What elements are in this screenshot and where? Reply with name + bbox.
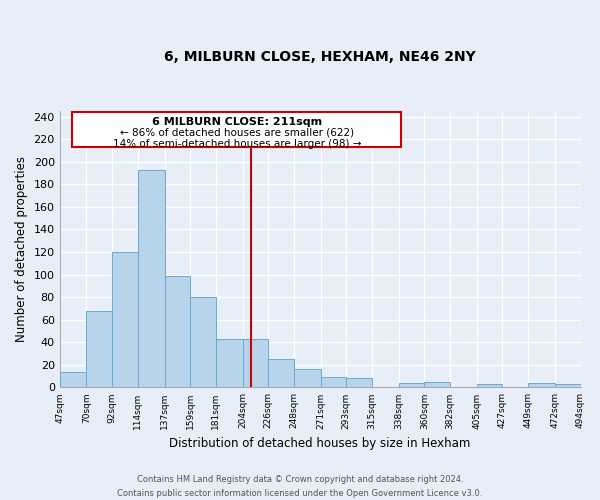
Bar (190, 297, 216, 388)
Y-axis label: Number of detached properties: Number of detached properties (15, 156, 28, 342)
Text: 6 MILBURN CLOSE: 211sqm: 6 MILBURN CLOSE: 211sqm (152, 116, 322, 126)
Text: Contains HM Land Registry data © Crown copyright and database right 2024.
Contai: Contains HM Land Registry data © Crown c… (118, 476, 482, 498)
Bar (268, 359, 294, 388)
Bar (528, 383, 555, 388)
Bar (346, 378, 372, 388)
Bar (86, 310, 112, 388)
Bar (320, 378, 346, 388)
Bar (138, 170, 164, 388)
Bar (112, 252, 138, 388)
Bar (399, 383, 424, 388)
Text: 14% of semi-detached houses are larger (98) →: 14% of semi-detached houses are larger (… (113, 139, 361, 149)
Bar (242, 339, 268, 388)
Bar (164, 276, 190, 388)
Bar (424, 382, 450, 388)
X-axis label: Distribution of detached houses by size in Hexham: Distribution of detached houses by size … (169, 437, 471, 450)
Bar (477, 384, 502, 388)
Bar (216, 339, 242, 388)
Bar (555, 384, 581, 388)
Bar (59, 372, 86, 388)
Bar (73, 112, 401, 147)
Bar (294, 370, 320, 388)
Text: ← 86% of detached houses are smaller (622): ← 86% of detached houses are smaller (62… (120, 128, 354, 138)
Title: 6, MILBURN CLOSE, HEXHAM, NE46 2NY: 6, MILBURN CLOSE, HEXHAM, NE46 2NY (164, 50, 476, 64)
